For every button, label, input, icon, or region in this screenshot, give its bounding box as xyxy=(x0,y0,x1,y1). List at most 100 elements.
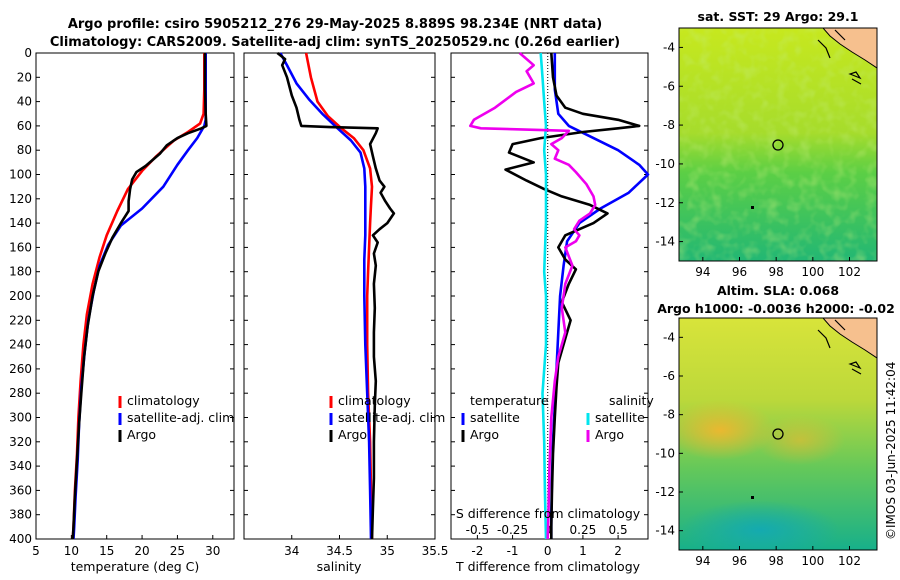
legend-header-salinity: salinity xyxy=(609,393,654,408)
map-y-tick-label: -8 xyxy=(663,118,675,132)
y-tick-label: 140 xyxy=(9,216,32,230)
map-x-tick-label: 98 xyxy=(769,265,784,279)
legend-argo: Argo xyxy=(338,427,367,442)
sst-map-panel: sat. SST: 29 Argo: 29.1 94 96 98 100 102 -4 -6… xyxy=(655,9,878,279)
series-line-argo xyxy=(276,51,396,540)
x-tick-label: 35 xyxy=(380,544,395,558)
y-tick-label: 40 xyxy=(17,95,32,109)
legend-argo: Argo xyxy=(127,427,156,442)
sla-coastline-islands xyxy=(817,319,862,375)
sst-coastline-islands xyxy=(817,29,862,85)
y-tick-label: 280 xyxy=(9,386,32,400)
legend-climatology: climatology xyxy=(127,393,200,408)
x-tick-label: 35.5 xyxy=(422,544,449,558)
y-tick-label: 300 xyxy=(9,411,32,425)
temperature-xlabel: temperature (deg C) xyxy=(71,559,200,574)
map-y-tick-label: -14 xyxy=(655,524,675,538)
y-tick-label: 80 xyxy=(17,143,32,157)
x-tick-label: 2 xyxy=(614,544,622,558)
y-tick-label: 220 xyxy=(9,313,32,327)
legend-temp-satellite: satellite xyxy=(470,410,520,425)
x-top-tick-label: 0.25 xyxy=(570,523,597,537)
figure-title-line2: Climatology: CARS2009. Satellite-adj cli… xyxy=(50,35,620,50)
sst-map-title: sat. SST: 29 Argo: 29.1 xyxy=(698,9,859,24)
y-tick-label: 360 xyxy=(9,483,32,497)
salinity-profile-panel: 34 34.5 35 35.5 xyxy=(243,51,449,558)
map-x-tick-label: 98 xyxy=(769,554,784,568)
map-x-tick-label: 96 xyxy=(732,554,747,568)
sla-map-subtitle: Argo h1000: -0.0036 h2000: -0.02 xyxy=(657,301,895,316)
sla-map-frame xyxy=(678,317,878,551)
sst-argo-marker xyxy=(772,139,784,151)
sla-high-anomaly xyxy=(679,400,775,460)
legend-sal-satellite: satellite xyxy=(595,410,645,425)
temperature-profile-panel: 0 20 40 60 80 100 120 140 160 180 200 220 240 260 280 3… xyxy=(9,46,235,558)
map-x-tick-label: 102 xyxy=(838,265,861,279)
x-tick-label: 30 xyxy=(205,544,220,558)
x-tick-label: 34 xyxy=(284,544,299,558)
series-line-satellite-adj-clim xyxy=(279,52,373,540)
y-tick-label: 0 xyxy=(24,46,32,60)
x-tick-label: -2 xyxy=(471,544,483,558)
x-tick-label: 25 xyxy=(170,544,185,558)
y-tick-label: 120 xyxy=(9,192,32,206)
x-tick-label: -1 xyxy=(507,544,519,558)
sla-land-sumatra xyxy=(822,318,877,359)
sla-map-panel: Altim. SLA: 0.068 Argo h1000: -0.0036 h2… xyxy=(655,283,894,568)
sla-map-title: Altim. SLA: 0.068 xyxy=(717,283,839,298)
sst-heatmap-texture xyxy=(679,28,877,261)
legend-satellite-adj: satellite-adj. clim xyxy=(127,410,234,425)
map-y-tick-label: -8 xyxy=(663,408,675,422)
map-x-tick-label: 94 xyxy=(695,554,710,568)
plot-area xyxy=(243,52,436,540)
map-x-tick-label: 94 xyxy=(695,265,710,279)
x-top-tick-label: 0.5 xyxy=(609,523,628,537)
x-tick-label: 15 xyxy=(99,544,114,558)
y-tick-label: 340 xyxy=(9,459,32,473)
map-y-tick-label: -6 xyxy=(663,369,675,383)
map-y-tick-label: -6 xyxy=(663,79,675,93)
y-tick-label: 320 xyxy=(9,435,32,449)
salinity-xlabel: salinity xyxy=(317,559,362,574)
y-tick-label: 240 xyxy=(9,338,32,352)
series-line-argo xyxy=(71,53,208,540)
y-tick-label: 200 xyxy=(9,289,32,303)
map-y-tick-label: -14 xyxy=(655,235,675,249)
sla-argo-dot xyxy=(751,496,754,499)
map-y-tick-label: -12 xyxy=(655,485,675,499)
map-x-tick-label: 100 xyxy=(801,265,824,279)
imos-timestamp: ©IMOS 03-Jun-2025 11:42:04 xyxy=(884,362,898,540)
salinity-legend: climatology satellite-adj. clim Argo xyxy=(329,393,445,442)
legend-sal-argo: Argo xyxy=(595,427,624,442)
series-line-salinity-satellite xyxy=(539,52,548,540)
map-y-tick-label: -10 xyxy=(655,157,675,171)
sla-argo-marker xyxy=(772,428,784,440)
sla-low-anomaly xyxy=(680,500,840,550)
sst-argo-dot xyxy=(751,206,754,209)
x-top-tick-label: -0.5 xyxy=(466,523,489,537)
map-y-tick-label: -10 xyxy=(655,446,675,460)
x-tick-label: 20 xyxy=(134,544,149,558)
x-tick-label: 0 xyxy=(544,544,552,558)
legend-climatology: climatology xyxy=(338,393,411,408)
sst-map-frame xyxy=(678,27,878,262)
x-tick-label: 5 xyxy=(32,544,40,558)
map-y-tick-label: -4 xyxy=(663,40,675,54)
difference-legend: temperature salinity satellite Argo sate… xyxy=(461,393,654,442)
y-tick-label: 380 xyxy=(9,508,32,522)
map-x-tick-label: 96 xyxy=(732,265,747,279)
legend-header-temperature: temperature xyxy=(470,393,549,408)
series-line-temperature-argo xyxy=(504,52,641,539)
diff-xlabel-top: S difference from climatology xyxy=(456,506,641,521)
x-tick-label: 1 xyxy=(579,544,587,558)
y-tick-label: 400 xyxy=(9,532,32,546)
x-top-tick-label: -0.25 xyxy=(497,523,528,537)
y-tick-label: 260 xyxy=(9,362,32,376)
y-tick-label: 100 xyxy=(9,168,32,182)
map-x-tick-label: 102 xyxy=(838,554,861,568)
diff-xlabel: T difference from climatology xyxy=(455,559,641,574)
series-line-salinity-argo xyxy=(468,52,597,540)
map-x-tick-label: 100 xyxy=(801,554,824,568)
